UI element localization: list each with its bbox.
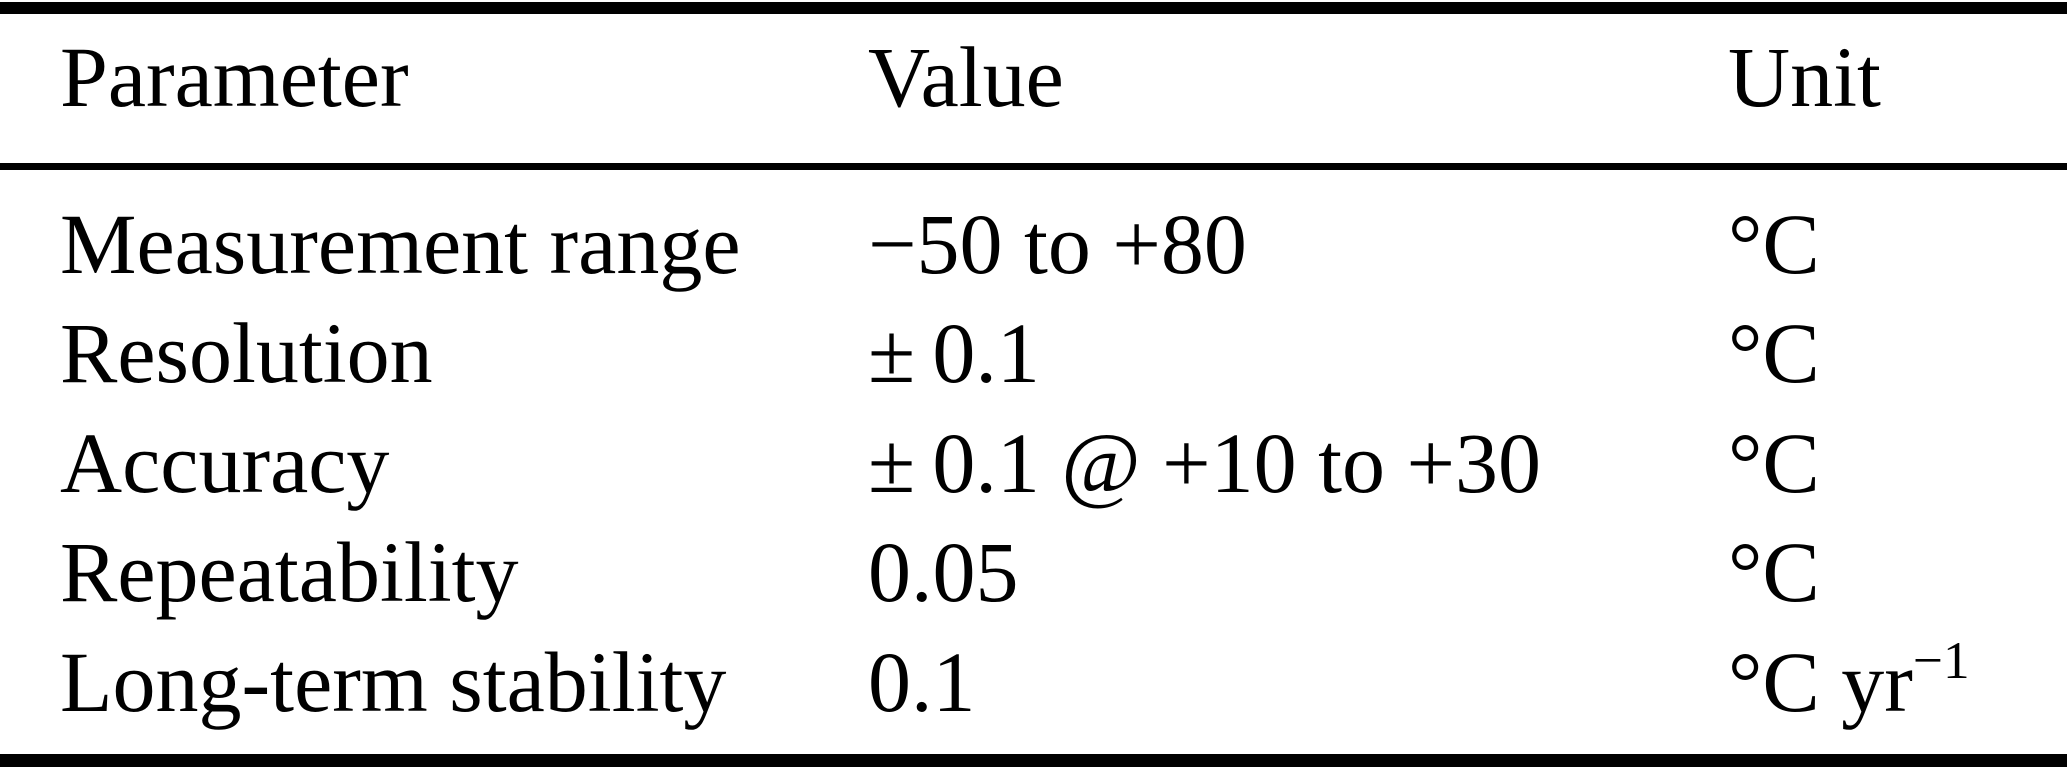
unit-base: °C yr — [1728, 634, 1913, 730]
row-value: ± 0.1 — [868, 305, 1040, 401]
table-row: Repeatability 0.05 °C — [0, 517, 2067, 627]
column-header-parameter: Parameter — [60, 29, 409, 125]
unit-base: °C — [1728, 524, 1820, 620]
row-unit: °C — [1728, 420, 1820, 506]
row-unit: °C yr−1 — [1728, 633, 1970, 725]
unit-base: °C — [1728, 305, 1820, 401]
row-value: ± 0.1 @ +10 to +30 — [868, 415, 1542, 511]
row-parameter: Resolution — [60, 305, 433, 401]
row-unit: °C — [1728, 529, 1820, 615]
row-unit: °C — [1728, 201, 1820, 287]
bottom-rule — [0, 754, 2067, 767]
row-unit: °C — [1728, 310, 1820, 396]
row-parameter: Accuracy — [60, 415, 390, 511]
row-parameter: Long-term stability — [60, 634, 727, 730]
row-parameter: Repeatability — [60, 524, 519, 620]
table-row: Measurement range −50 to +80 °C — [0, 189, 2067, 299]
row-value: 0.1 — [868, 634, 976, 730]
table-row: Accuracy ± 0.1 @ +10 to +30 °C — [0, 408, 2067, 518]
unit-base: °C — [1728, 415, 1820, 511]
row-value: −50 to +80 — [868, 196, 1247, 292]
unit-base: °C — [1728, 196, 1820, 292]
unit-superscript: −1 — [1912, 629, 1970, 690]
header-rule — [0, 163, 2067, 170]
top-rule — [0, 2, 2067, 14]
header-row: Parameter Value Unit — [0, 22, 2067, 132]
table-row: Long-term stability 0.1 °C yr−1 — [0, 627, 2067, 737]
column-header-unit: Unit — [1728, 29, 1881, 125]
table-row: Resolution ± 0.1 °C — [0, 298, 2067, 408]
row-parameter: Measurement range — [60, 196, 741, 292]
column-header-value: Value — [868, 29, 1064, 125]
row-value: 0.05 — [868, 524, 1019, 620]
